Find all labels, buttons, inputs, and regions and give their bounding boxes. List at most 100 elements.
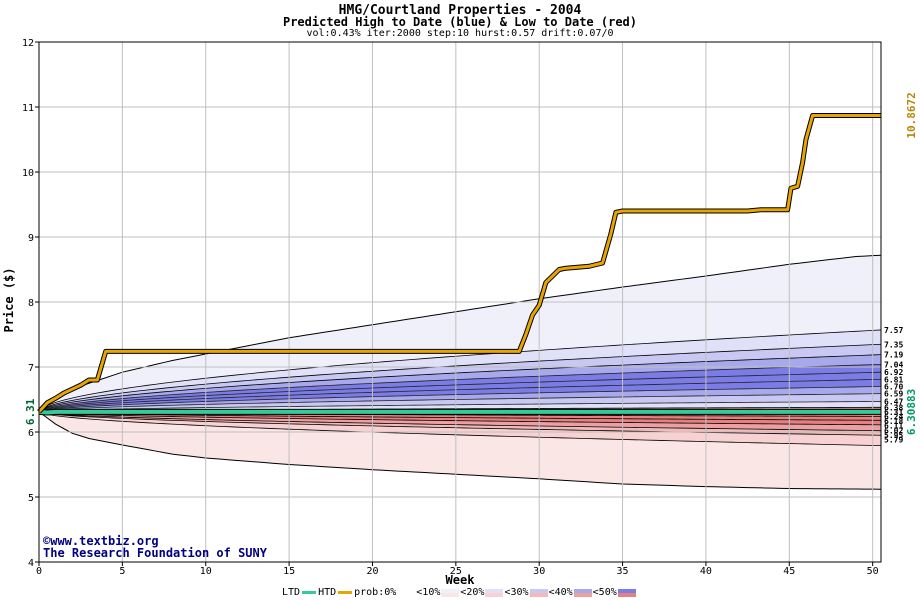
htd-line bbox=[37, 113, 881, 413]
legend: LTD HTD prob:0% <10% <20% <30% <40% <50% bbox=[282, 587, 637, 599]
x-tick-label: 30 bbox=[533, 566, 545, 577]
legend-band-50: <50% bbox=[592, 587, 617, 598]
x-tick-label: 40 bbox=[700, 566, 712, 577]
y-tick-label: 12 bbox=[22, 38, 34, 49]
lower-band-0 bbox=[39, 411, 881, 490]
x-tick-label: 15 bbox=[283, 566, 295, 577]
credit-organization: The Research Foundation of SUNY bbox=[43, 546, 268, 560]
upper-band-8 bbox=[39, 393, 881, 412]
upper-quantile-line bbox=[38, 329, 882, 413]
chart-title: HMG/Courtland Properties - 2004 bbox=[338, 3, 582, 18]
x-tick-label: 35 bbox=[617, 566, 629, 577]
y-axis-label: Price ($) bbox=[2, 267, 16, 332]
lower-quantile-line bbox=[38, 411, 882, 421]
upper-quantile-line bbox=[38, 354, 882, 413]
lower-quantile-line bbox=[38, 411, 882, 447]
lower-quantile-label: 5.79 bbox=[884, 436, 903, 445]
axes bbox=[35, 41, 882, 566]
y-tick-label: 7 bbox=[28, 363, 34, 374]
lower-band-3 bbox=[39, 411, 881, 431]
x-tick-label: 50 bbox=[867, 566, 879, 577]
upper-band-2 bbox=[39, 344, 881, 412]
simulation-parameters: vol:0.43% iter:2000 step:10 hurst:0.57 d… bbox=[306, 28, 614, 39]
upper-quantile-line bbox=[38, 371, 882, 413]
upper-band-1 bbox=[39, 329, 881, 412]
upper-envelope-line bbox=[38, 254, 882, 413]
lower-quantile-line bbox=[38, 411, 882, 436]
lower-band-2 bbox=[39, 411, 881, 436]
credit-site: ©www.textbiz.org bbox=[43, 534, 159, 548]
start-price-label: 6.31 bbox=[24, 398, 37, 425]
legend-ltd-label: LTD bbox=[282, 587, 301, 598]
upper-quantile-label: 6.47 bbox=[884, 397, 903, 406]
legend-prob-label: prob:0% bbox=[354, 587, 397, 598]
grid-lines bbox=[39, 42, 881, 562]
legend-htd-swatch bbox=[338, 591, 353, 594]
lower-band-1 bbox=[39, 411, 881, 446]
x-tick-label: 5 bbox=[119, 566, 125, 577]
upper-band-4 bbox=[39, 364, 881, 412]
lower-band-5 bbox=[39, 411, 881, 421]
upper-quantile-line bbox=[38, 401, 882, 413]
y-tick-label: 4 bbox=[28, 558, 34, 569]
x-tick-label: 20 bbox=[366, 566, 378, 577]
x-tick-label: 0 bbox=[36, 566, 42, 577]
upper-band-0 bbox=[39, 255, 881, 412]
ltd-final-label: 6.30883 bbox=[905, 389, 918, 435]
legend-band-10: <10% bbox=[416, 587, 441, 598]
y-tick-label: 6 bbox=[28, 428, 34, 439]
upper-quantile-label: 7.35 bbox=[884, 340, 903, 349]
upper-quantile-label: 7.57 bbox=[884, 326, 903, 335]
upper-quantile-label: 6.81 bbox=[884, 375, 903, 384]
axis-labels: 0 5 10 15 20 25 30 35 40 45 504567891011126.317.57… bbox=[22, 38, 918, 577]
legend-swatch-40 bbox=[573, 588, 592, 597]
chart-subtitle: Predicted High to Date (blue) & Low to D… bbox=[282, 15, 637, 29]
legend-band-40: <40% bbox=[548, 587, 573, 598]
legend-htd-label: HTD bbox=[318, 587, 337, 598]
htd-final-label: 10.8672 bbox=[905, 92, 918, 138]
x-tick-label: 45 bbox=[783, 566, 795, 577]
lower-envelope-line bbox=[38, 411, 882, 490]
upper-quantile-line bbox=[38, 386, 882, 413]
lower-band-4 bbox=[39, 411, 881, 425]
x-tick-label: 10 bbox=[200, 566, 212, 577]
legend-band-20: <20% bbox=[460, 587, 485, 598]
lower-quantile-line bbox=[38, 411, 882, 432]
upper-quantile-line bbox=[38, 364, 882, 413]
upper-quantile-line bbox=[38, 343, 882, 413]
y-tick-label: 9 bbox=[28, 233, 34, 244]
lower-quantile-label: 6.18 bbox=[884, 417, 903, 426]
lower-quantile-label: 6.31 bbox=[884, 408, 903, 417]
upper-quantile-label: 7.04 bbox=[884, 360, 903, 369]
probability-bands bbox=[38, 254, 882, 490]
upper-quantile-label: 6.59 bbox=[884, 390, 903, 399]
lower-quantile-label: 6.02 bbox=[884, 426, 903, 435]
y-tick-label: 11 bbox=[22, 103, 34, 114]
upper-quantile-label: 7.19 bbox=[884, 351, 903, 360]
upper-quantile-label: 6.70 bbox=[884, 383, 903, 392]
lower-quantile-label: 6.24 bbox=[884, 413, 903, 422]
upper-quantile-line bbox=[38, 378, 882, 413]
x-axis-label: Week bbox=[446, 573, 476, 587]
y-tick-label: 5 bbox=[28, 493, 34, 504]
ltd-line bbox=[38, 409, 881, 415]
y-tick-label: 10 bbox=[22, 168, 34, 179]
legend-swatch-10 bbox=[441, 588, 460, 597]
legend-swatch-0 bbox=[397, 588, 416, 597]
lower-quantile-label: 6.11 bbox=[884, 422, 903, 431]
legend-ltd-swatch bbox=[302, 591, 317, 594]
upper-quantile-label: 6.92 bbox=[884, 368, 903, 377]
lower-quantile-label: 5.95 bbox=[884, 431, 903, 440]
upper-band-3 bbox=[39, 354, 881, 412]
legend-band-30: <30% bbox=[504, 587, 529, 598]
y-tick-label: 8 bbox=[28, 298, 34, 309]
lower-quantile-line bbox=[38, 411, 882, 426]
legend-swatch-30 bbox=[529, 588, 548, 597]
upper-quantile-line bbox=[38, 393, 882, 413]
series-lines bbox=[37, 112, 881, 416]
x-tick-label: 25 bbox=[450, 566, 462, 577]
legend-swatch-20 bbox=[485, 588, 504, 597]
legend-swatch-50 bbox=[617, 588, 636, 597]
lower-quantile-label: 6.38 bbox=[884, 403, 903, 412]
